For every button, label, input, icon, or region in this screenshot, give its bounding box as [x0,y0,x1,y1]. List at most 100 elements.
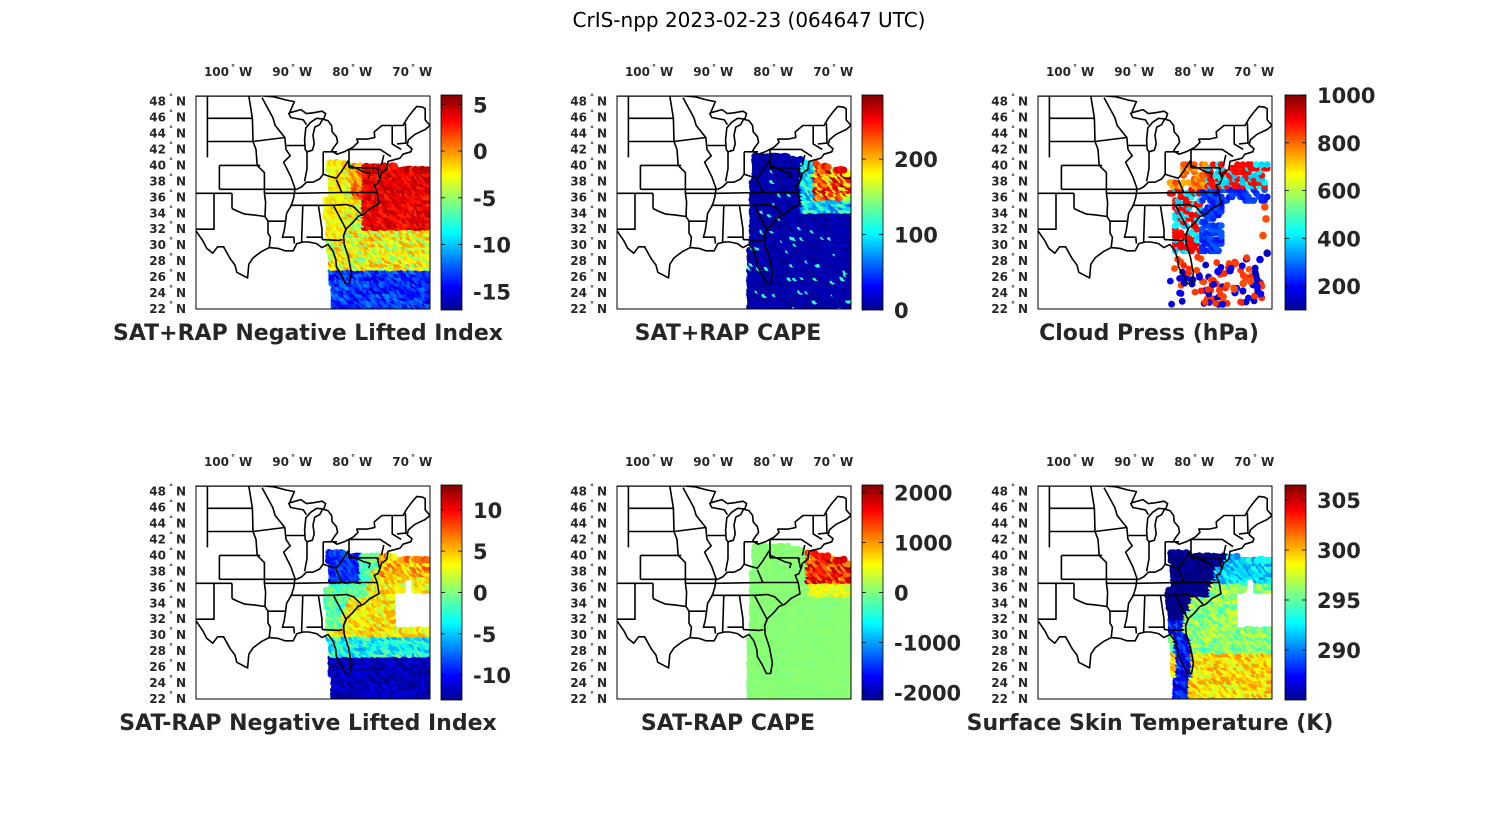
cloud-point [1177,229,1185,237]
lat-tick-label: 46 ° N [149,109,186,125]
state-boundary [303,151,308,182]
lat-tick-label: 36 ° N [991,188,1028,204]
state-boundary [347,160,356,169]
panel-title: Cloud Press (hPa) [1039,321,1259,346]
lat-tick-label: 48 ° N [570,93,607,109]
lat-tick-label: 42 ° N [570,140,607,156]
lat-tick-label: 36 ° N [570,188,607,204]
state-boundary [1138,160,1192,191]
state-boundary [617,96,851,155]
cloud-point [1210,281,1218,288]
state-boundary [1177,179,1185,193]
lat-tick-label: 26 ° N [991,268,1028,284]
cloud-point [1238,262,1246,270]
cloud-point [1196,273,1203,281]
state-boundary [396,123,407,145]
cloud-point [1239,271,1247,279]
panel-2: 100 ° W 90 ° W 80 ° W 70 ° W48 ° N46 ° N44 ° N42 ° N40 ° N38 °… [570,63,938,346]
cloud-point [1261,203,1269,211]
cloud-point [1178,297,1186,305]
cloud-point [1214,267,1222,276]
state-boundary [354,167,371,179]
cloud-point [1191,288,1199,296]
lat-tick-label: 40 ° N [149,156,186,172]
lon-tick-label: 70 ° W [1234,63,1274,79]
cloud-point [1166,277,1174,285]
lat-tick-label: 34 ° N [570,204,607,220]
cloud-point [1168,300,1175,308]
cloud-point [1258,161,1266,169]
lat-tick-label: 26 ° N [570,268,607,284]
cloud-point [1223,281,1231,289]
lat-tick-label: 32 ° N [149,220,186,236]
state-boundary [775,167,792,179]
lat-tick-label: 36 ° N [149,188,186,204]
cloud-point [1251,268,1259,276]
state-boundary [380,154,385,166]
colorbar [861,94,884,311]
cloud-point [1263,161,1271,169]
cloud-point [1257,290,1265,298]
state-boundary [617,193,636,230]
lon-tick-label: 80 ° W [753,63,793,79]
lat-tick-label: 22 ° N [149,300,186,316]
lat-tick-label: 48 ° N [149,93,186,109]
lat-tick-label: 22 ° N [991,300,1028,316]
lat-tick-label: 46 ° N [570,109,607,125]
state-boundary [264,191,377,195]
lat-tick-label: 34 ° N [991,204,1028,220]
state-boundary [669,96,693,248]
map-area [1038,96,1272,309]
cloud-point [1250,197,1258,204]
lon-tick-label: 70 ° W [392,63,432,79]
lat-tick-label: 34 ° N [149,204,186,220]
map-frame [1037,95,1273,310]
state-boundary [721,205,725,243]
lon-tick-label: 90 ° W [1114,63,1154,79]
data-point [783,153,792,161]
state-boundary [317,205,323,238]
cloud-point [1247,161,1255,169]
cloud-point [1239,161,1247,169]
cloud-point [1194,253,1202,261]
state-boundary [1106,191,1219,195]
panel-3: 100 ° W 90 ° W 80 ° W 70 ° W48 ° N46 ° N44 ° N42 ° N40 ° N38 °… [991,63,1375,346]
state-boundary [1038,193,1057,230]
lon-tick-label: 80 ° W [1174,63,1214,79]
data-point [824,163,832,171]
state-boundary [1129,112,1150,126]
lat-tick-label: 46 ° N [991,109,1028,125]
cloud-point [1256,255,1264,264]
cloud-point [1245,266,1253,273]
map-area [617,96,851,309]
lat-tick-label: 38 ° N [570,172,607,188]
state-boundary [1218,167,1223,179]
lon-tick-label: 100 ° W [625,63,673,79]
cloud-point [1253,275,1261,283]
cloud-point [1182,161,1190,169]
cloud-point [1180,179,1187,187]
cloud-point [1217,161,1225,169]
state-boundary [1038,124,1272,285]
lon-tick-label: 100 ° W [204,63,252,79]
lon-tick-label: 90 ° W [272,63,312,79]
state-boundary [1148,236,1185,242]
state-boundary [231,207,266,218]
lat-tick-label: 42 ° N [991,140,1028,156]
state-boundary [727,236,764,242]
lon-tick-label: 90 ° W [693,63,733,79]
data-point [390,162,398,170]
lat-tick-label: 44 ° N [991,125,1028,141]
map-area [196,486,430,699]
state-boundary [391,125,402,151]
cloud-point [1253,282,1261,291]
data-point [812,159,820,168]
state-boundary [1145,151,1150,182]
cloud-point [1239,279,1247,288]
lat-tick-label: 24 ° N [570,284,607,300]
colorbar-tick-label: -15 [473,280,511,304]
lat-tick-label: 30 ° N [570,236,607,252]
cloud-point [1177,240,1185,248]
state-boundary [1159,205,1165,238]
colorbar-tick-label: 1000 [1317,84,1375,108]
